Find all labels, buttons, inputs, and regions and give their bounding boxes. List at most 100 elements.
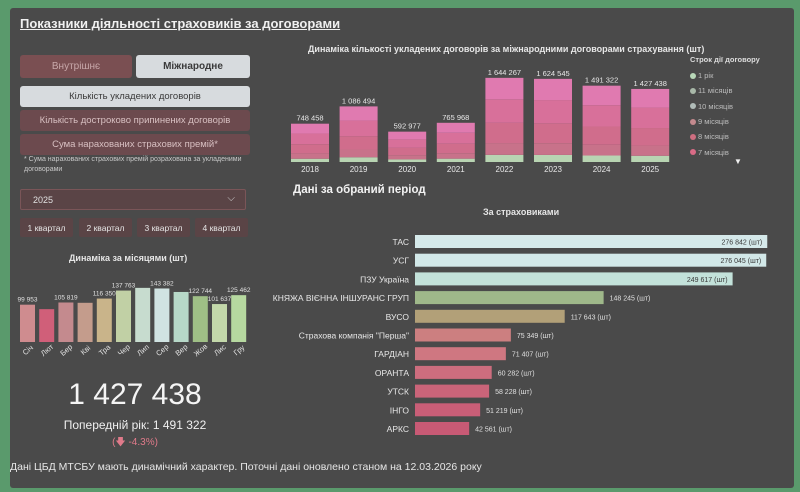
monthly-tick: Кві <box>79 343 93 357</box>
annual-bar-segment <box>339 136 378 150</box>
tab-domestic[interactable]: Внутрішнє <box>20 55 132 78</box>
annual-bar-segment <box>388 147 427 156</box>
monthly-tick: Лис <box>212 342 228 357</box>
insurer-value-label: 42 561 (шт) <box>475 427 512 434</box>
monthly-bar <box>116 290 131 342</box>
annual-bar-segment <box>436 153 475 159</box>
monthly-tick: Сер <box>154 342 170 358</box>
metric-premiums-sum-button[interactable]: Сума нарахованих страхових премій* <box>20 134 250 155</box>
monthly-bar <box>58 302 74 342</box>
annual-bar-segment <box>485 143 524 155</box>
insurer-bar <box>415 365 492 379</box>
monthly-bar <box>173 291 189 342</box>
legend-dot-icon <box>690 118 696 125</box>
annual-bar-label: 1 644 267 <box>488 68 521 77</box>
annual-bar-segment <box>582 105 621 127</box>
legend-scroll-down-icon[interactable]: ▼ <box>734 156 742 166</box>
year-select[interactable]: 2025 ⌵ <box>20 189 246 210</box>
insurer-value-label: 51 219 (шт) <box>486 408 523 415</box>
insurer-name: Страхова компанія "Перша" <box>299 331 409 341</box>
annual-bar-label: 748 458 <box>296 114 323 123</box>
annual-bar-label: 765 968 <box>442 113 469 122</box>
legend-item[interactable]: 11 місяців <box>690 83 760 98</box>
monthly-bar <box>231 295 247 342</box>
monthly-chart-title: Динаміка за місяцями (шт) <box>69 253 188 263</box>
insurer-bar <box>415 291 604 305</box>
annual-bar-segment <box>631 107 670 129</box>
year-select-value: 2025 <box>33 194 54 205</box>
annual-year-tick: 2018 <box>301 165 319 174</box>
insurer-name: ІНГО <box>390 405 410 415</box>
annual-year-tick: 2021 <box>447 165 465 174</box>
quarter-3-button[interactable]: 3 квартал <box>137 218 190 237</box>
annual-bar-segment <box>388 139 427 148</box>
annual-bar-segment <box>339 149 378 158</box>
quarter-2-button[interactable]: 2 квартал <box>79 218 132 237</box>
legend-item[interactable]: 7 місяців <box>690 144 760 159</box>
annual-bar-segment <box>582 155 621 162</box>
monthly-tick: Бер <box>58 342 74 357</box>
annual-bar-label: 1 491 322 <box>585 76 618 85</box>
annual-year-tick: 2024 <box>593 165 611 174</box>
annual-bar-segment <box>631 88 670 108</box>
monthly-bar <box>39 309 55 342</box>
insurer-name: АРКС <box>387 424 409 434</box>
annual-bar-segment <box>436 132 475 144</box>
insurer-name: ПЗУ Україна <box>360 274 409 284</box>
monthly-tick: Гру <box>232 343 247 357</box>
insurer-value-label: 276 842 (шт) <box>722 240 763 247</box>
year-change-delta: (🡇 -4.3%) <box>112 437 158 448</box>
annual-bar-segment <box>388 155 427 160</box>
chevron-down-icon: ⌵ <box>227 193 235 204</box>
monthly-bar <box>77 302 93 342</box>
annual-bar-segment <box>291 158 329 162</box>
monthly-bar-label: 122 744 <box>189 288 213 295</box>
monthly-bar-label: 101 637 <box>208 296 232 303</box>
quarter-4-button[interactable]: 4 квартал <box>195 218 248 237</box>
quarter-1-button[interactable]: 1 квартал <box>20 218 73 237</box>
annual-bar-segment <box>436 122 475 133</box>
annual-bar-segment <box>291 153 329 159</box>
monthly-bar-label: 105 819 <box>54 294 78 301</box>
duration-legend: Строк дії договору 1 рік 11 місяців 10 м… <box>690 55 760 166</box>
insurer-name: ГАРДІАН <box>374 349 409 359</box>
annual-bar-segment <box>534 123 572 144</box>
annual-bar-label: 592 977 <box>394 122 421 131</box>
insurer-value-label: 60 282 (шт) <box>498 370 535 377</box>
monthly-bar-label: 137 763 <box>112 283 136 290</box>
insurer-bar <box>415 272 733 286</box>
legend-item[interactable]: 8 місяців <box>690 129 760 144</box>
monthly-bar <box>212 304 227 342</box>
legend-item[interactable]: 10 місяців <box>690 99 760 114</box>
insurer-bar <box>415 384 490 398</box>
annual-bar-segment <box>631 128 670 146</box>
insurer-value-label: 276 045 (шт) <box>721 258 762 265</box>
annual-bar-segment <box>339 157 378 162</box>
monthly-bar <box>135 287 151 342</box>
monthly-bar-label: 143 382 <box>150 280 174 287</box>
annual-year-tick: 2025 <box>641 165 659 174</box>
metric-contracts-count-button[interactable]: Кількість укладених договорів <box>20 86 250 107</box>
insurer-name: ТАС <box>392 237 409 247</box>
insurer-bar <box>415 328 511 342</box>
annual-bar-segment <box>485 77 524 100</box>
insurer-name: ВУСО <box>386 312 410 322</box>
insurer-bar <box>415 347 506 361</box>
annual-bar-label: 1 427 438 <box>634 79 667 88</box>
annual-bar-segment <box>436 143 475 154</box>
annual-bar-segment <box>485 154 524 162</box>
annual-bar-segment <box>291 144 329 154</box>
page-title: Показники діяльності страховиків за дого… <box>20 16 341 31</box>
legend-item[interactable]: 1 рік <box>690 68 760 83</box>
monthly-bar <box>192 296 208 342</box>
annual-bar-segment <box>291 133 329 145</box>
period-section-title: Дані за обраний період <box>293 184 426 196</box>
insurer-bar <box>415 309 565 323</box>
tab-international[interactable]: Міжнародне <box>136 55 250 78</box>
annual-bar-segment <box>291 123 329 134</box>
insurer-name: УСГ <box>393 256 410 266</box>
annual-bar-label: 1 086 494 <box>342 96 375 105</box>
legend-item[interactable]: 9 місяців <box>690 114 760 129</box>
metric-early-termination-button[interactable]: Кількість достроково припинених договорі… <box>20 110 250 131</box>
insurer-name: КНЯЖА ВІЄННА ІНШУРАНС ГРУП <box>273 293 409 303</box>
